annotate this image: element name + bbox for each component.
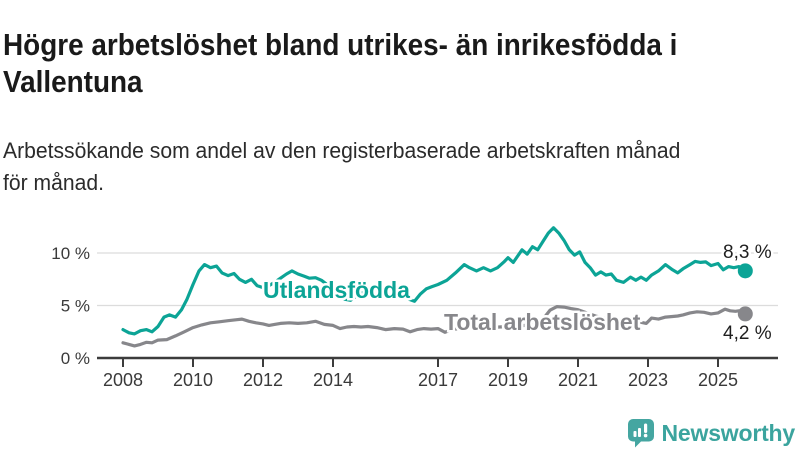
- series-line-1: [121, 305, 747, 348]
- x-axis-label-2021: 2021: [558, 370, 598, 390]
- newsworthy-speech-bubble-bar-chart-icon: [627, 419, 654, 448]
- x-axis-label-2025: 2025: [698, 370, 738, 390]
- series-end-dot-0: [737, 263, 753, 279]
- series-end-dot-1: [737, 306, 753, 322]
- y-axis-label-5: 5 %: [61, 297, 90, 316]
- x-axis-label-2019: 2019: [488, 370, 528, 390]
- series-end-value-0: 8,3 %: [723, 242, 772, 263]
- newsworthy-logo: Newsworthy: [627, 418, 795, 448]
- x-axis-label-2012: 2012: [243, 370, 283, 390]
- subtitle-line-2: för månad.: [3, 170, 104, 195]
- newsworthy-wordmark: Newsworthy: [661, 419, 796, 446]
- series-label-0: Utlandsfödda: [263, 277, 410, 303]
- x-axis-label-2008: 2008: [103, 370, 143, 390]
- x-axis-label-2010: 2010: [173, 370, 213, 390]
- x-axis-label-2017: 2017: [418, 370, 458, 390]
- series-line-0: [121, 226, 747, 336]
- x-axis-label-2014: 2014: [313, 370, 353, 390]
- title-line-1: Högre arbetslöshet bland utrikes- än inr…: [3, 26, 678, 62]
- x-axis-label-2023: 2023: [628, 370, 668, 390]
- y-axis-label-10: 10 %: [51, 244, 90, 263]
- title-line-2: Vallentuna: [3, 63, 143, 99]
- series-end-value-1: 4,2 %: [723, 323, 772, 344]
- series-label-1: Total arbetslöshet: [444, 309, 641, 335]
- y-axis-label-0: 0 %: [61, 349, 90, 368]
- subtitle-line-1: Arbetssökande som andel av den registerb…: [3, 138, 681, 163]
- page-title: Högre arbetslöshet bland utrikes- än inr…: [3, 26, 750, 100]
- chart-subtitle: Arbetssökande som andel av den registerb…: [3, 135, 790, 199]
